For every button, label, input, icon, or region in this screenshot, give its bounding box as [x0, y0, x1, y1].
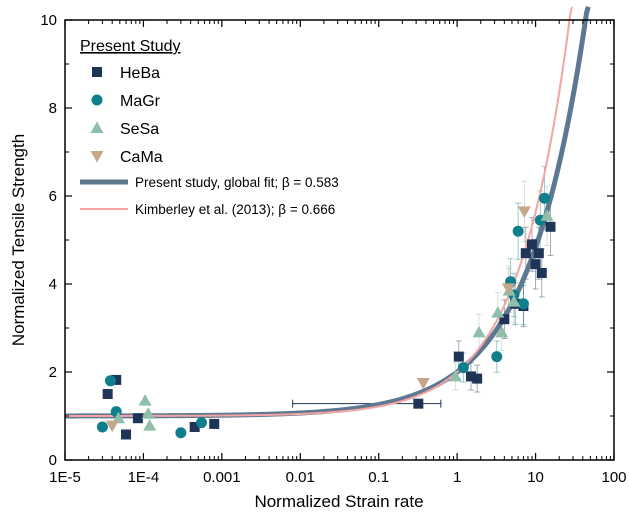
heba-point	[111, 374, 122, 385]
heba-point	[526, 239, 537, 250]
magr-point	[539, 192, 551, 204]
heba-point	[189, 422, 200, 432]
cama-point	[501, 283, 515, 295]
y-tick-label: 4	[49, 276, 57, 293]
x-tick-label: 1E-4	[128, 469, 160, 486]
x-tick-label: 10	[527, 469, 544, 486]
heba-point	[465, 371, 476, 382]
legend-label-cama: CaMa	[120, 149, 163, 166]
sesa-point	[141, 407, 155, 419]
y-tick-label: 8	[49, 100, 57, 117]
magr-point	[491, 351, 503, 363]
x-axis-label: Normalized Strain rate	[254, 492, 423, 511]
x-tick-label: 1E-5	[49, 469, 81, 486]
sesa-point	[472, 325, 486, 338]
heba-point	[102, 389, 113, 399]
x-tick-label: 0.1	[368, 469, 389, 486]
heba-point	[472, 373, 483, 384]
axis-ticks-layer: 1E-5 1E-4 0.001 0.01 0.1 1 10 100 0 2 4 6 8 10	[40, 12, 626, 486]
y-tick-label: 0	[49, 452, 57, 469]
data-points-layer	[96, 192, 556, 440]
heba-point	[209, 418, 220, 429]
magr-point	[96, 421, 108, 433]
magr-point	[517, 298, 529, 310]
legend-label-heba: HeBa	[120, 65, 160, 82]
magr-point	[195, 417, 207, 429]
sesa-point	[138, 394, 152, 406]
legend-title: Present Study	[80, 38, 181, 55]
heba-point	[536, 268, 547, 278]
legend-marker-magr	[91, 94, 103, 106]
sesa-point	[448, 369, 462, 382]
heba-point	[533, 248, 544, 259]
legend-label-curve-1: Kimberley et al. (2013); β = 0.666	[135, 202, 335, 217]
cama-point	[416, 378, 430, 390]
heba-point	[413, 398, 424, 409]
heba-point	[545, 221, 556, 232]
heba-point	[121, 429, 132, 440]
legend-label-sesa: SeSa	[120, 121, 159, 138]
heba-point	[520, 248, 531, 259]
y-tick-label: 6	[49, 188, 57, 205]
x-tick-label: 0.001	[203, 469, 241, 486]
sesa-point	[111, 411, 125, 424]
legend-label-magr: MaGr	[120, 93, 161, 110]
heba-point	[499, 314, 510, 325]
heba-point	[453, 351, 464, 362]
cama-point	[517, 206, 531, 218]
y-axis-label: Normalized Tensile Strength	[9, 134, 28, 346]
legend: Present Study HeBa MaGr SeSa CaMa Present st…	[80, 38, 339, 217]
sesa-point	[491, 306, 505, 318]
x-tick-label: 1	[453, 469, 461, 486]
legend-marker-heba	[92, 67, 102, 77]
legend-label-curve-0: Present study, global fit; β = 0.583	[135, 175, 339, 190]
magr-point	[512, 225, 524, 237]
y-tick-label: 2	[49, 364, 57, 381]
sesa-point	[495, 325, 509, 338]
cama-point	[105, 420, 119, 433]
sesa-point	[143, 419, 157, 431]
sesa-point	[507, 295, 521, 307]
legend-marker-sesa	[90, 121, 104, 133]
magr-point	[104, 375, 116, 387]
legend-marker-cama	[90, 151, 104, 163]
x-tick-label: 100	[601, 469, 626, 486]
magr-point	[175, 427, 187, 439]
heba-point	[132, 413, 143, 424]
sesa-point	[540, 209, 554, 221]
x-tick-label: 0.01	[286, 469, 315, 486]
heba-point	[530, 259, 541, 270]
y-tick-label: 10	[40, 12, 57, 29]
magr-point	[457, 362, 469, 374]
